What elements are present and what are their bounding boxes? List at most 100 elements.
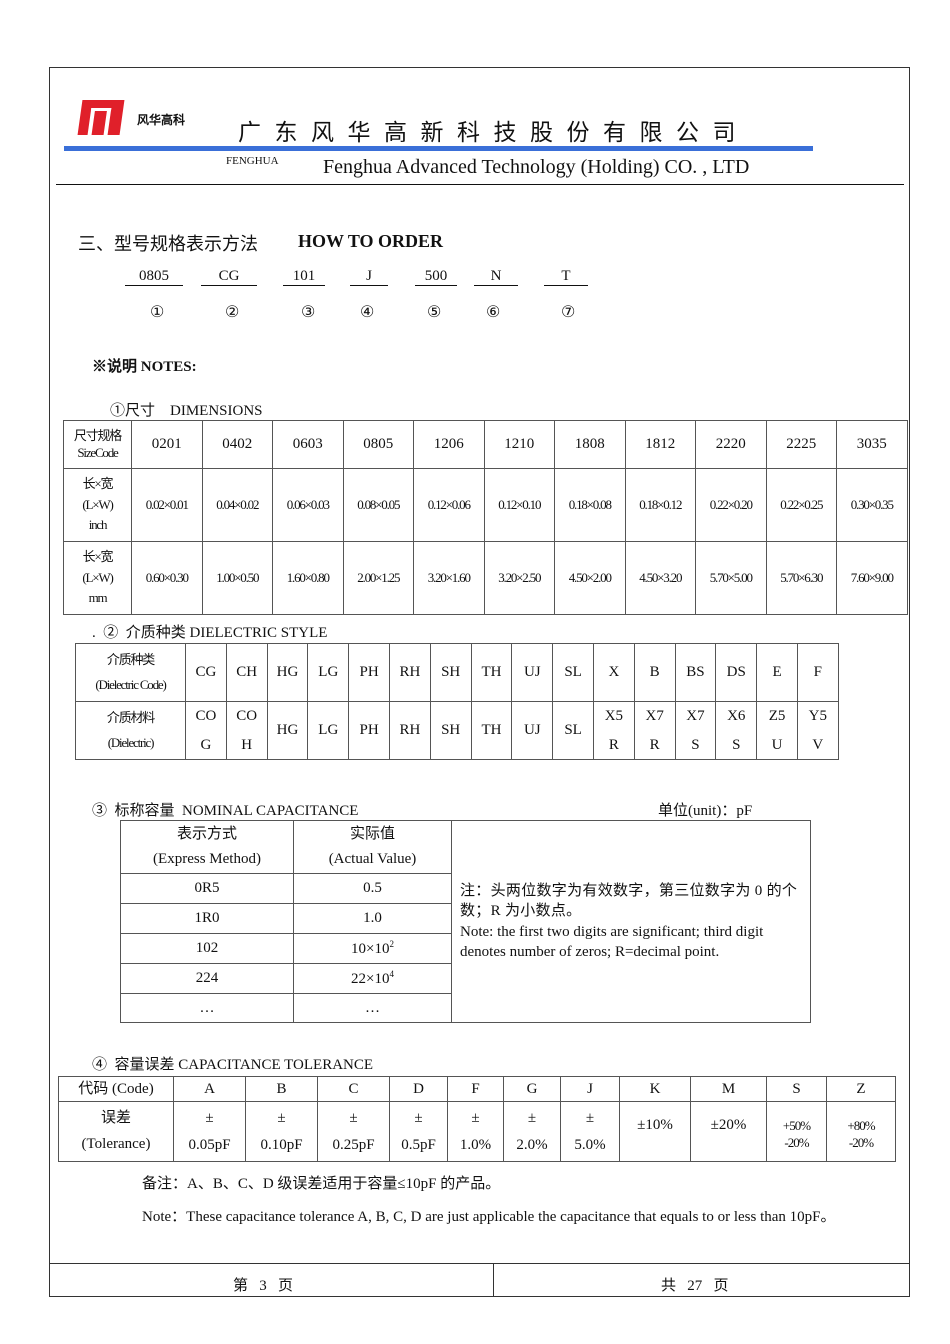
cell-text: 22×10 [351,970,390,987]
table-row: …… [120,993,811,1023]
cell-text: 4.50×2.00 [568,569,612,585]
table-cell: K [619,1076,691,1102]
table-cell: F [447,1076,504,1102]
table-cell: Z5 U [756,701,798,760]
cell-text: ± [277,1109,286,1126]
table-cell: 1808 [554,420,626,469]
cell-text: 0.30×0.35 [850,496,894,512]
cell-text: (Express Method) [153,851,261,867]
table-cell: 0201 [131,420,203,469]
row-header: 长×宽 (L×W) mm [63,541,132,615]
cell-text: 7.60×9.00 [850,569,894,585]
table-row: 误差 (Tolerance) ±0.05pF ±0.10pF ±0.25pF ±0.5pF… [58,1101,896,1162]
table-cell: 2225 [765,420,837,469]
order-num: ⑥ [486,304,501,321]
note-cn: 注：头两位数字为有效数字，第三位数字为 0 的个数；R 为小数点。 [460,883,798,920]
cell-text: K [649,1080,661,1097]
cell-text: BS [686,664,705,681]
cell-text: A [204,1080,215,1097]
notes-title: ※说明 NOTES: [92,359,197,375]
cell-text: 0.22×0.20 [709,496,753,512]
cell-text: -20% [784,1134,809,1150]
cell-text: 误差 [100,1110,131,1126]
order-code-part: 0805 [125,268,183,286]
table-cell: 102 [120,933,294,964]
cell-text: 代码 (Code) [78,1080,154,1097]
cell-text: CO [236,708,258,724]
cell-text: PH [359,664,379,681]
table-cell: D [389,1076,448,1102]
table-cell: 2.00×1.25 [342,541,414,615]
table-cell: F [796,643,839,702]
cell-text: V [812,736,824,753]
cell-text: R [608,736,619,753]
table-cell: 1812 [624,420,696,469]
footer-rule [49,1263,910,1264]
cell-text: 5.70×6.30 [780,569,823,585]
order-num: ⑤ [427,304,442,321]
dimensions-table: 尺寸规格 SizeCode 0201 0402 0603 0805 1206 1210 1808… [63,420,908,615]
row-header: 介质材料 (Dielectric) [75,701,186,760]
cell-text: X7 [645,708,664,724]
cell-text: 长×宽 [82,475,114,491]
cell-text: 1.60×0.80 [286,569,330,585]
tolerance-table: 代码 (Code) A B C D F G J K M S Z 误差 (Tolerance) ±0.05pF… [58,1076,896,1162]
cell-text: 0.05pF [188,1136,231,1153]
order-code-part: T [544,268,588,286]
cell-text: ± [414,1109,423,1126]
table-cell: LG [307,701,350,760]
table-cell: B [245,1076,318,1102]
cell-text: S [691,736,700,753]
table-row: 表示方式 (Express Method) 实际值 (Actual Value) 注：头… [120,820,811,1023]
row-header: 代码 (Code) [58,1076,174,1102]
order-num: ③ [301,304,316,321]
capacitance-note: 注：头两位数字为有效数字，第三位数字为 0 的个数；R 为小数点。 Note: t… [451,820,811,1023]
cell-text: D [413,1080,424,1097]
table-cell: ±1.0% [447,1101,504,1162]
brand-en: FENGHUA [226,155,279,167]
cell-text: 0.5pF [401,1136,436,1153]
cell-text: 0.04×0.02 [216,496,259,512]
cell-text: H [241,736,253,753]
table-cell: UJ [511,701,554,760]
table-cell: 4.50×3.20 [624,541,696,615]
table-cell: 224 [120,963,294,994]
cell-text: HG [276,664,299,681]
table-cell: PH [348,701,390,760]
table-cell: RH [388,643,431,702]
cell-text: X7 [686,708,705,724]
table-cell: 5.70×5.00 [695,541,767,615]
cell-text: 1.0% [459,1136,492,1153]
cell-text: (Dielectric Code) [95,676,166,692]
table-cell: RH [388,701,431,760]
table-cell: 0.5 [293,873,452,904]
table-cell: 0.60×0.30 [131,541,203,615]
table-cell: 1210 [483,420,555,469]
cell-text: TH [481,664,502,681]
table-cell: A [173,1076,246,1102]
cell-text: 0.18×0.08 [568,496,612,512]
table-cell: 0.04×0.02 [201,468,273,542]
cell-text: Z5 [768,708,786,724]
table-cell: G [503,1076,561,1102]
cell-text: 1206 [433,436,464,453]
table-cell: 7.60×9.00 [836,541,908,615]
cell-text: (Dielectric) [107,734,155,750]
cell-text: 1R0 [194,910,220,927]
cell-text: S [732,736,741,753]
order-num: ① [150,304,165,321]
cell-text: 0.06×0.03 [286,496,330,512]
exponent: 2 [389,938,394,949]
table-cell: 0.22×0.25 [765,468,837,542]
cell-text: (L×W) [82,569,113,585]
table-cell: CO G [185,701,227,760]
table-cell: DS [715,643,758,702]
company-name-cn: 广东风华高新科技股份有限公司 [238,120,749,146]
cell-text: CG [195,664,217,681]
table-cell: 3.20×1.60 [413,541,485,615]
cell-text: 0.18×0.12 [639,496,682,512]
table-cell: UJ [511,643,554,702]
cell-text: SL [564,722,582,739]
cell-text: LG [318,722,339,739]
cell-text: UJ [523,722,541,739]
